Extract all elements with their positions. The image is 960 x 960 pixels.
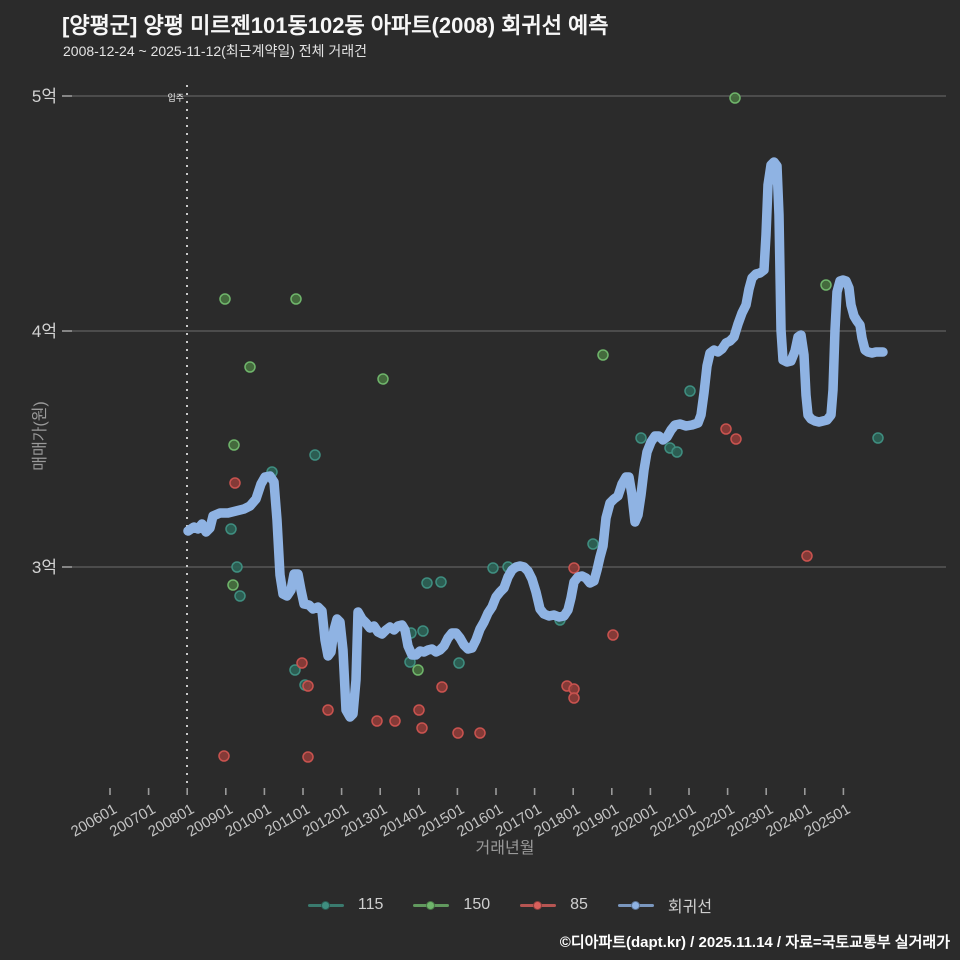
- data-point-85: [730, 433, 742, 445]
- y-tick-label: 3억: [32, 558, 57, 577]
- legend-item-회귀선: 회귀선: [617, 893, 713, 917]
- data-point-115: [289, 664, 301, 676]
- data-point-115: [234, 590, 246, 602]
- legend-item-85: 85: [520, 896, 588, 914]
- data-point-85: [801, 550, 813, 562]
- data-point-85: [568, 562, 580, 574]
- data-point-150: [377, 373, 389, 385]
- x-axis-title: 거래년월: [475, 840, 535, 857]
- data-point-115: [453, 657, 465, 669]
- legend-label: 150: [463, 896, 491, 913]
- data-point-115: [225, 523, 237, 535]
- y-gridlines: 5억 4억 3억: [32, 87, 946, 577]
- data-point-115: [872, 432, 884, 444]
- y-tick-label: 4억: [32, 322, 57, 341]
- data-point-85: [371, 715, 383, 727]
- legend-item-150: 150: [413, 896, 490, 914]
- scatter-series-85: [218, 423, 813, 763]
- legend-swatch-150: [413, 900, 450, 910]
- data-point-150: [290, 293, 302, 305]
- data-point-85: [568, 692, 580, 704]
- data-point-150: [228, 439, 240, 451]
- data-point-85: [296, 657, 308, 669]
- copyright-footer: ©디아파트(dapt.kr) / 2025.11.14 / 자료=국토교통부 실…: [559, 934, 950, 951]
- move-in-label: 입주: [167, 92, 184, 103]
- legend-swatch-115: [307, 900, 344, 910]
- data-point-150: [227, 579, 239, 591]
- data-point-150: [244, 361, 256, 373]
- legend-label: 85: [570, 896, 588, 913]
- data-point-115: [231, 561, 243, 573]
- legend-label: 115: [357, 896, 384, 913]
- data-point-85: [322, 704, 334, 716]
- y-axis-title: 매매가(원): [32, 401, 49, 471]
- data-point-150: [729, 92, 741, 104]
- data-point-85: [218, 750, 230, 762]
- data-point-115: [421, 577, 433, 589]
- data-point-85: [389, 715, 401, 727]
- chart-title: [양평군] 양평 미르젠101동102동 아파트(2008) 회귀선 예측: [62, 13, 609, 38]
- data-point-85: [302, 751, 314, 763]
- legend-label: 회귀선: [667, 899, 713, 916]
- data-point-115: [417, 625, 429, 637]
- data-point-85: [720, 423, 732, 435]
- data-point-85: [413, 704, 425, 716]
- data-point-150: [820, 279, 832, 291]
- chart-subtitle: 2008-12-24 ~ 2025-11-12(최근계약일) 전체 거래건: [63, 43, 368, 59]
- data-point-85: [416, 722, 428, 734]
- legend-item-115: 115: [307, 896, 384, 914]
- data-point-115: [435, 576, 447, 588]
- data-point-85: [607, 629, 619, 641]
- data-point-85: [229, 477, 241, 489]
- data-point-150: [597, 349, 609, 361]
- data-point-115: [309, 449, 321, 461]
- data-point-85: [474, 727, 486, 739]
- legend-swatch-회귀선: [617, 900, 654, 910]
- x-axis-ticks: 2006012007012008012009012010012011012012…: [68, 788, 853, 840]
- data-point-85: [436, 681, 448, 693]
- data-point-150: [219, 293, 231, 305]
- data-point-115: [671, 446, 683, 458]
- scatter-series-150: [219, 92, 832, 676]
- data-point-85: [302, 680, 314, 692]
- regression-line: [183, 157, 888, 722]
- data-point-150: [412, 664, 424, 676]
- legend-swatch-85: [520, 900, 557, 910]
- data-point-115: [684, 385, 696, 397]
- y-tick-label: 5억: [32, 87, 57, 106]
- legend: 115 150 85 회귀선: [0, 893, 960, 917]
- data-point-85: [452, 727, 464, 739]
- data-point-115: [587, 538, 599, 550]
- move-in-annotation: 입주: [167, 85, 188, 788]
- data-point-115: [487, 562, 499, 574]
- data-point-115: [635, 432, 647, 444]
